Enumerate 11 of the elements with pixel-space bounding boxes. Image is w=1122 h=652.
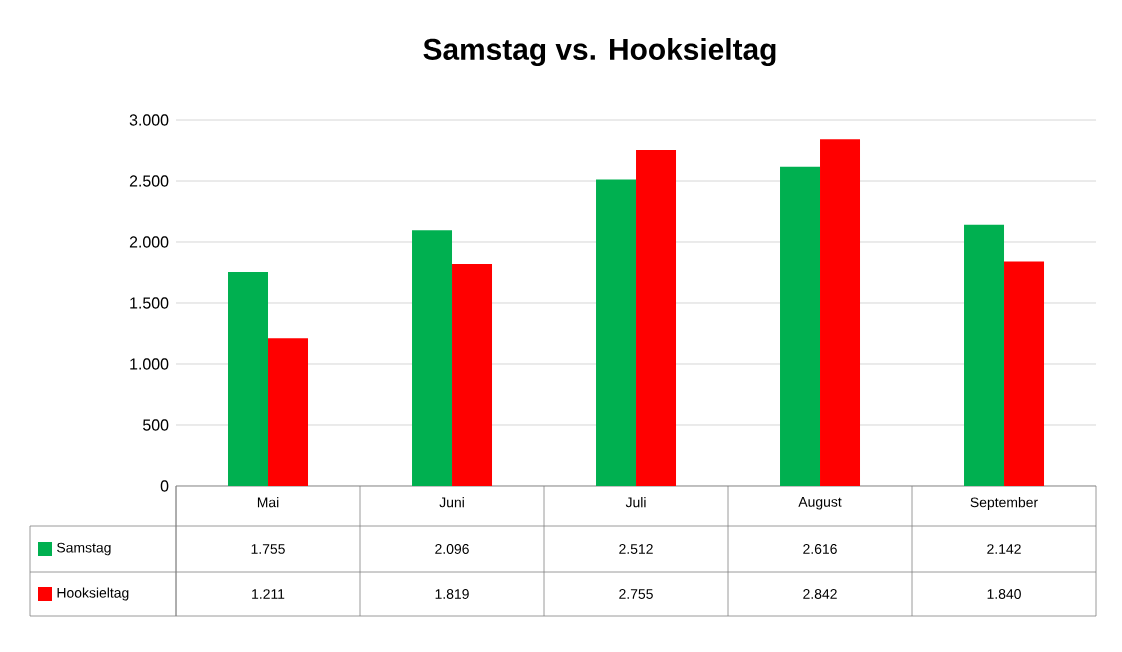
- bar: [1004, 261, 1045, 486]
- bar: [636, 149, 677, 486]
- bar: [268, 338, 309, 486]
- bar: [780, 166, 821, 486]
- bar: [228, 271, 269, 486]
- bar: [820, 139, 861, 486]
- bar: [964, 224, 1005, 486]
- chart-title: Samstag vs. Hooksieltag: [423, 38, 776, 67]
- bar: [452, 264, 493, 486]
- bar: [412, 230, 453, 486]
- bar: [596, 179, 637, 486]
